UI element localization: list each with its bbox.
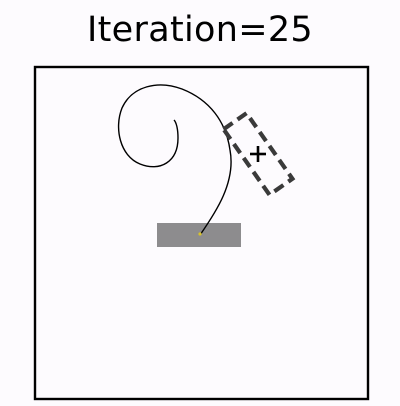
target-box	[220, 110, 296, 198]
target-zone	[220, 110, 296, 198]
trajectory-path	[117, 84, 232, 236]
start-marker	[198, 232, 202, 236]
iteration-title: Iteration=25	[87, 10, 313, 50]
arena-frame	[33, 65, 370, 401]
plus-icon	[250, 146, 266, 162]
